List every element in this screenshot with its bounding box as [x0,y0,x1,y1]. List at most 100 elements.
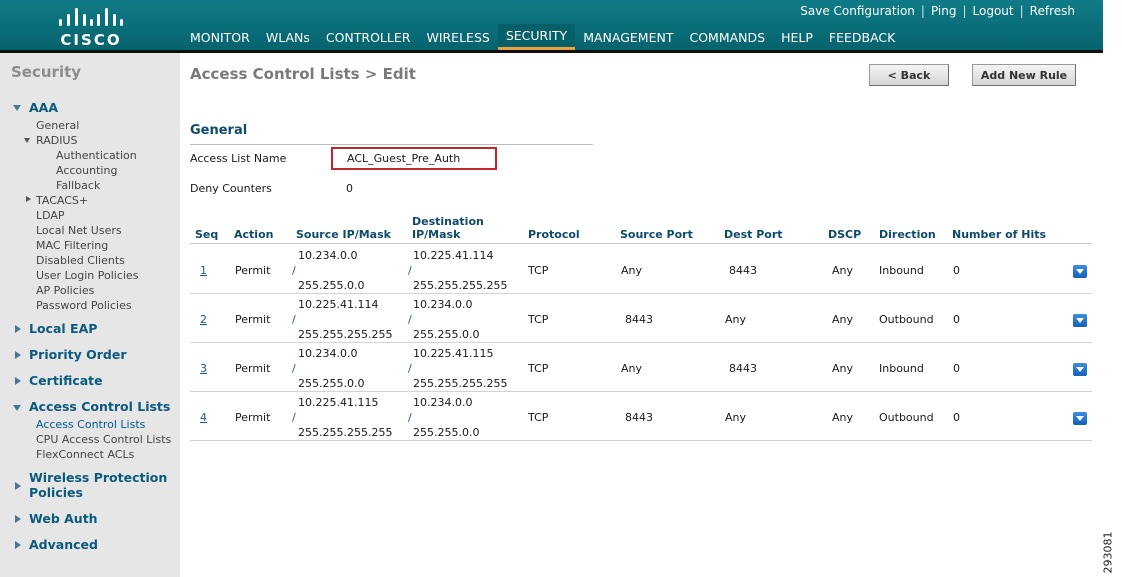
rule-direction: Inbound [879,362,924,375]
sidebar-item-mac-filtering[interactable]: MAC Filtering [36,239,109,252]
rule-hits: 0 [953,264,960,277]
rule-dscp: Any [832,313,854,326]
access-list-name-label: Access List Name [190,152,287,165]
tab-controller[interactable]: CONTROLLER [325,29,411,45]
rule-source-mask: 255.255.255.255 [298,426,393,439]
expanded-arrow-icon[interactable] [13,105,21,111]
cisco-bars-icon [59,8,123,26]
rule-action: Permit [235,362,271,375]
rule-source-mask: 255.255.255.255 [298,328,393,341]
rule-dest-ip: 10.234.0.0 [413,396,473,409]
row-menu-dropdown-icon[interactable] [1073,314,1087,327]
sidebar-item-access-control-lists[interactable]: Access Control Lists [29,399,171,414]
sidebar-item-advanced[interactable]: Advanced [29,537,98,552]
sidebar-item-accounting[interactable]: Accounting [56,164,118,177]
rule-source-mask: 255.255.0.0 [298,377,365,390]
mask-separator: / [292,362,296,375]
ping-link[interactable]: Ping [930,4,957,18]
table-row: 1 Permit 10.234.0.0 / 255.255.0.0 10.225… [190,245,1092,294]
tab-wireless[interactable]: WIRELESS [426,29,490,45]
collapsed-arrow-icon[interactable] [15,515,21,523]
mask-separator: / [292,313,296,326]
sidebar-title: Security [11,63,82,81]
logout-link[interactable]: Logout [972,4,1014,18]
sidebar-item-authentication[interactable]: Authentication [56,149,137,162]
table-header-divider [190,243,1092,244]
col-source-ip-mask: Source IP/Mask [296,228,391,241]
cisco-wordmark: CISCO [60,31,122,49]
row-menu-dropdown-icon[interactable] [1073,363,1087,376]
main-nav: MONITOR WLANs CONTROLLER WIRELESS SECURI… [182,24,903,50]
rule-source-port: 8443 [625,313,653,326]
sidebar-item-user-login-policies[interactable]: User Login Policies [36,269,139,282]
tab-security[interactable]: SECURITY [497,24,576,50]
sidebar-item-local-eap[interactable]: Local EAP [29,321,98,336]
tab-management[interactable]: MANAGEMENT [583,29,674,45]
row-menu-dropdown-icon[interactable] [1073,265,1087,278]
rule-action: Permit [235,411,271,424]
collapsed-arrow-icon[interactable] [15,325,21,333]
rule-seq-link[interactable]: 2 [200,313,207,326]
sidebar-item-wireless-protection[interactable]: Wireless Protection [29,470,168,485]
sidebar-item-web-auth[interactable]: Web Auth [29,511,98,526]
table-row: 3 Permit 10.234.0.0 / 255.255.0.0 10.225… [190,343,1092,392]
rule-source-ip: 10.234.0.0 [298,249,358,262]
rule-seq-link[interactable]: 1 [200,264,207,277]
rule-dest-mask: 255.255.255.255 [413,279,508,292]
rule-hits: 0 [953,362,960,375]
back-button[interactable]: < Back [869,64,949,86]
sidebar-item-local-net-users[interactable]: Local Net Users [36,224,122,237]
row-menu-dropdown-icon[interactable] [1073,412,1087,425]
sidebar-item-fallback[interactable]: Fallback [56,179,101,192]
collapsed-arrow-icon[interactable] [26,196,31,202]
col-action: Action [234,228,274,241]
access-list-name-value: ACL_Guest_Pre_Auth [347,152,461,165]
sidebar-item-disabled-clients[interactable]: Disabled Clients [36,254,125,267]
separator: | [920,4,925,18]
sidebar-item-tacacs[interactable]: TACACS+ [36,194,89,207]
sidebar-item-ap-policies[interactable]: AP Policies [36,284,95,297]
col-protocol: Protocol [528,228,580,241]
sidebar-item-flexconnect-acls[interactable]: FlexConnect ACLs [36,448,135,461]
collapsed-arrow-icon[interactable] [15,541,21,549]
rule-source-mask: 255.255.0.0 [298,279,365,292]
expanded-arrow-icon[interactable] [13,405,21,411]
sidebar-item-wireless-protection-policies[interactable]: Policies [29,485,83,500]
rule-dscp: Any [832,264,854,277]
rule-dest-mask: 255.255.255.255 [413,377,508,390]
rule-action: Permit [235,264,271,277]
sidebar-item-certificate[interactable]: Certificate [29,373,103,388]
collapsed-arrow-icon[interactable] [15,377,21,385]
tab-help[interactable]: HELP [781,29,813,45]
mask-separator: / [292,411,296,424]
rule-source-port: Any [621,362,643,375]
deny-counters-label: Deny Counters [190,182,272,195]
tab-commands[interactable]: COMMANDS [689,29,766,45]
rule-seq-link[interactable]: 3 [200,362,207,375]
collapsed-arrow-icon[interactable] [15,482,21,490]
collapsed-arrow-icon[interactable] [15,351,21,359]
refresh-link[interactable]: Refresh [1029,4,1075,18]
tab-monitor[interactable]: MONITOR [190,29,250,45]
sidebar-item-general[interactable]: General [36,119,80,132]
rule-source-ip: 10.225.41.114 [298,298,379,311]
sidebar-item-aaa[interactable]: AAA [29,100,59,115]
sidebar-item-priority-order[interactable]: Priority Order [29,347,127,362]
rule-seq-link[interactable]: 4 [200,411,207,424]
sidebar-item-acl-active[interactable]: Access Control Lists [36,418,146,431]
sidebar-item-cpu-acl[interactable]: CPU Access Control Lists [36,433,172,446]
sidebar-item-ldap[interactable]: LDAP [36,209,65,222]
sidebar-item-radius[interactable]: RADIUS [36,134,78,147]
tab-feedback[interactable]: FEEDBACK [828,29,896,45]
save-configuration-link[interactable]: Save Configuration [800,4,915,18]
sidebar-item-password-policies[interactable]: Password Policies [36,299,132,312]
mask-separator: / [408,411,412,424]
table-row: 2 Permit 10.225.41.114 / 255.255.255.255… [190,294,1092,343]
mask-separator: / [408,362,412,375]
rule-direction: Outbound [879,411,934,424]
rule-dest-ip: 10.225.41.115 [413,347,494,360]
tab-wlans[interactable]: WLANs [265,29,310,45]
expanded-arrow-icon[interactable] [24,138,30,143]
add-new-rule-button[interactable]: Add New Rule [972,64,1076,86]
separator: | [962,4,967,18]
